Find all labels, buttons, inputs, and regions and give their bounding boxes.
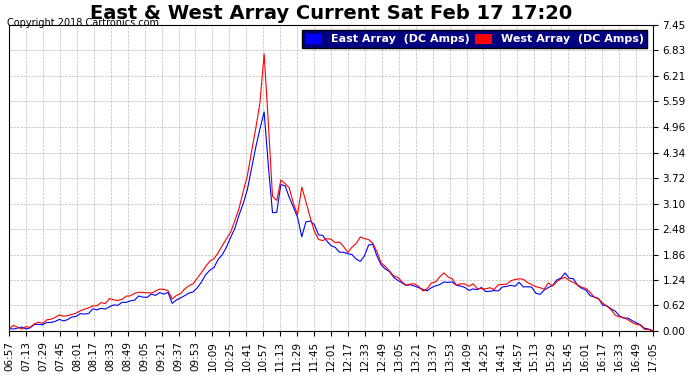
Title: East & West Array Current Sat Feb 17 17:20: East & West Array Current Sat Feb 17 17:… [90,4,572,23]
Text: Copyright 2018 Cartronics.com: Copyright 2018 Cartronics.com [7,18,159,28]
Legend: East Array  (DC Amps), West Array  (DC Amps): East Array (DC Amps), West Array (DC Amp… [302,30,647,48]
